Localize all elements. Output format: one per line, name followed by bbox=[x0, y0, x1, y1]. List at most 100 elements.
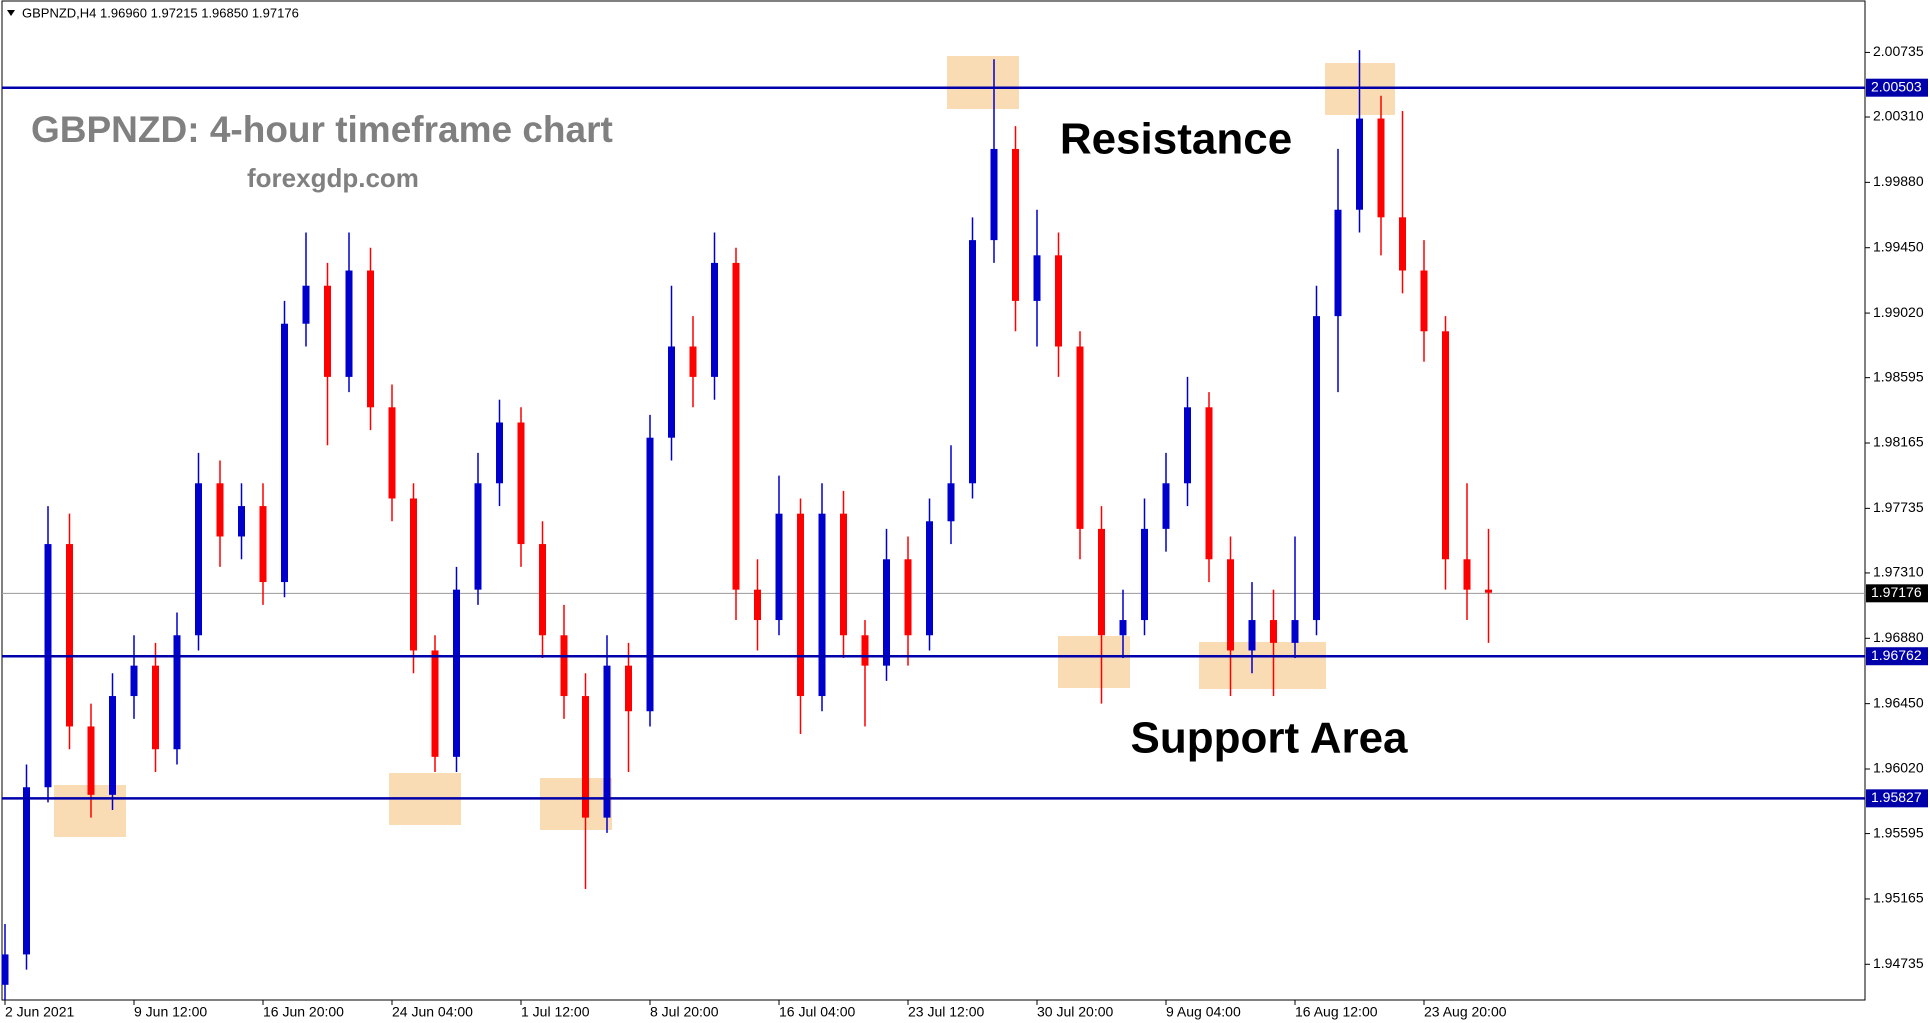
candle-body bbox=[517, 422, 525, 545]
candle-body bbox=[883, 559, 890, 666]
candle-body bbox=[1205, 407, 1213, 560]
level-label-bg bbox=[1866, 78, 1928, 97]
candle-body bbox=[754, 589, 761, 621]
y-tick-label: 1.97310 bbox=[1873, 564, 1924, 580]
level-label: 2.00503 bbox=[1871, 78, 1922, 94]
y-tick-label: 1.99020 bbox=[1873, 304, 1924, 320]
y-tick-label: 1.98165 bbox=[1873, 434, 1924, 450]
candle-body bbox=[388, 407, 396, 499]
candle-body bbox=[732, 262, 740, 590]
candle-body bbox=[625, 665, 632, 712]
x-tick-label: 16 Jun 20:00 bbox=[263, 1004, 344, 1020]
candle-body bbox=[1033, 255, 1041, 301]
candle-body bbox=[23, 787, 30, 955]
x-tick-label: 23 Aug 20:00 bbox=[1424, 1004, 1507, 1020]
candle-body bbox=[1098, 528, 1105, 636]
level-label: 1.96762 bbox=[1871, 647, 1922, 663]
x-tick-label: 30 Jul 20:00 bbox=[1037, 1004, 1113, 1020]
x-tick-label: 23 Jul 12:00 bbox=[908, 1004, 984, 1020]
candle-body bbox=[668, 346, 675, 438]
candle-body bbox=[66, 544, 73, 727]
candle-body bbox=[1356, 118, 1363, 210]
candle-body bbox=[195, 483, 202, 636]
candle-body bbox=[259, 506, 267, 583]
candle-body bbox=[1248, 620, 1256, 651]
candle-body bbox=[861, 635, 869, 666]
candle-body bbox=[818, 513, 826, 697]
candle-body bbox=[646, 437, 654, 712]
x-tick-label: 2 Jun 2021 bbox=[5, 1004, 74, 1020]
zone bbox=[947, 56, 1019, 109]
y-tick-label: 2.00310 bbox=[1873, 108, 1924, 124]
candle-body bbox=[216, 483, 224, 537]
x-tick-label: 8 Jul 20:00 bbox=[650, 1004, 719, 1020]
candle-body bbox=[44, 544, 52, 788]
candle-body bbox=[1291, 620, 1299, 643]
level-label-bg bbox=[1866, 789, 1928, 808]
menu-icon bbox=[7, 10, 15, 16]
candle-body bbox=[281, 323, 288, 583]
candle-body bbox=[367, 270, 374, 408]
candle-body bbox=[947, 483, 955, 522]
candle-body bbox=[711, 262, 718, 377]
candle-body bbox=[1119, 620, 1127, 636]
x-tick-label: 24 Jun 04:00 bbox=[392, 1004, 473, 1020]
y-tick-label: 1.96450 bbox=[1873, 694, 1924, 710]
candle-body bbox=[1399, 217, 1406, 271]
level-label: 1.95827 bbox=[1871, 789, 1922, 805]
candle-body bbox=[689, 346, 697, 377]
candle-body bbox=[1227, 559, 1234, 651]
candle-body bbox=[969, 240, 976, 484]
candle-body bbox=[1270, 620, 1277, 643]
candle-body bbox=[1334, 209, 1342, 317]
candle-body bbox=[1377, 118, 1385, 218]
y-tick-label: 1.98595 bbox=[1873, 368, 1924, 384]
highlight-zones bbox=[54, 56, 1395, 837]
candle-body bbox=[173, 635, 181, 750]
candle-body bbox=[130, 665, 138, 697]
candle-body bbox=[539, 544, 546, 636]
candle-body bbox=[1184, 407, 1191, 484]
candle-body bbox=[87, 726, 95, 795]
candle-body bbox=[324, 285, 331, 377]
candle-body bbox=[797, 513, 804, 697]
y-tick-label: 1.96880 bbox=[1873, 629, 1924, 645]
candle-body bbox=[1012, 148, 1019, 301]
candle-body bbox=[603, 665, 611, 818]
candle-body bbox=[431, 650, 439, 757]
zone bbox=[540, 778, 612, 830]
annotation: Support Area bbox=[1130, 714, 1408, 763]
candle-body bbox=[1141, 528, 1148, 621]
candle-body bbox=[904, 559, 912, 636]
subtitle: forexgdp.com bbox=[247, 163, 419, 193]
candle-body bbox=[990, 148, 998, 241]
candle-body bbox=[926, 521, 933, 636]
plot-frame bbox=[1, 0, 1866, 1001]
candle-body bbox=[474, 483, 482, 590]
candle-body bbox=[1485, 589, 1492, 593]
y-tick-label: 1.94735 bbox=[1873, 955, 1924, 971]
x-tick-label: 16 Jul 04:00 bbox=[779, 1004, 855, 1020]
annotation: Resistance bbox=[1060, 115, 1292, 164]
x-tick-label: 9 Aug 04:00 bbox=[1166, 1004, 1241, 1020]
y-tick-label: 1.96020 bbox=[1873, 760, 1924, 776]
candle-body bbox=[1076, 346, 1084, 529]
candle-body bbox=[1162, 483, 1170, 529]
candle-body bbox=[238, 506, 245, 537]
level-label-bg bbox=[1866, 647, 1928, 666]
price-label-bg bbox=[1866, 584, 1928, 603]
candle-body bbox=[1, 954, 9, 985]
candle-body bbox=[302, 285, 310, 324]
y-tick-label: 1.95595 bbox=[1873, 824, 1924, 840]
header: GBPNZD,H4 1.96960 1.97215 1.96850 1.9717… bbox=[22, 5, 299, 20]
zone bbox=[1058, 636, 1130, 688]
candle-body bbox=[1420, 270, 1428, 332]
candle-body bbox=[109, 696, 116, 795]
candle-body bbox=[152, 665, 159, 750]
candle-body bbox=[1463, 559, 1471, 590]
x-tick-label: 16 Aug 12:00 bbox=[1295, 1004, 1378, 1020]
candle-body bbox=[775, 513, 783, 621]
x-tick-label: 1 Jul 12:00 bbox=[521, 1004, 590, 1020]
